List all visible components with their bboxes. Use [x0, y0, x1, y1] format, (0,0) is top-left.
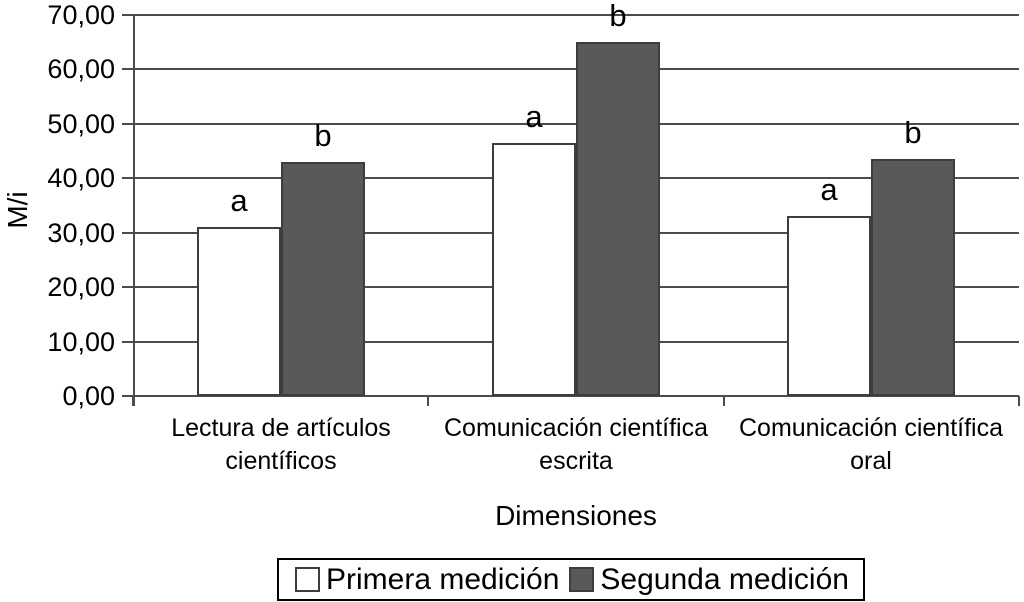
- bar-annotation: a: [820, 172, 838, 207]
- y-tick-label: 0,00: [62, 381, 115, 411]
- category-label: Lectura de artículos científicos: [171, 414, 391, 475]
- legend-swatch-segunda: [569, 567, 595, 592]
- category-label: Comunicación científica escrita: [443, 414, 708, 475]
- bar-segunda-medicion: [576, 42, 660, 396]
- gridline: [122, 14, 1019, 16]
- gridline: [122, 68, 1019, 70]
- bar-primera-medicion: [492, 143, 576, 396]
- bar-annotation: a: [230, 183, 248, 218]
- legend-label: Segunda medición: [600, 563, 849, 596]
- bar-annotation: b: [904, 115, 922, 150]
- x-axis-tick: [427, 396, 429, 406]
- y-tick-label: 70,00: [47, 0, 115, 30]
- category-label: Comunicación científica oral: [738, 414, 1003, 475]
- y-tick-label: 10,00: [47, 327, 115, 357]
- x-axis-tick: [1018, 396, 1020, 406]
- y-tick-label: 60,00: [47, 54, 115, 84]
- y-tick-label: 50,00: [47, 109, 115, 139]
- y-tick-label: 40,00: [47, 163, 115, 193]
- legend-label: Primera medición: [326, 563, 560, 596]
- x-axis-tick: [132, 396, 134, 406]
- bar-annotation: b: [609, 0, 627, 33]
- x-axis-title: Dimensiones: [495, 500, 657, 531]
- y-tick-label: 30,00: [47, 218, 115, 248]
- bar-segunda-medicion: [281, 162, 365, 396]
- y-axis-line: [133, 14, 135, 406]
- bar-primera-medicion: [197, 227, 281, 396]
- legend: Primera medición Segunda medición: [277, 558, 865, 601]
- gridline: [122, 395, 1019, 397]
- y-axis-tick-labels: 70,00 60,00 50,00 40,00 30,00 20,00 10,00 0,00: [0, 0, 115, 411]
- y-tick-label: 20,00: [47, 272, 115, 302]
- bar-annotation: a: [525, 99, 543, 134]
- bar-annotation: b: [314, 118, 332, 153]
- gridline: [122, 123, 1019, 125]
- legend-swatch-primera: [295, 567, 320, 592]
- bar-segunda-medicion: [871, 159, 955, 396]
- x-axis-tick: [723, 396, 725, 406]
- bar-primera-medicion: [787, 216, 871, 396]
- plot-area: a b a b a b: [122, 0, 1020, 406]
